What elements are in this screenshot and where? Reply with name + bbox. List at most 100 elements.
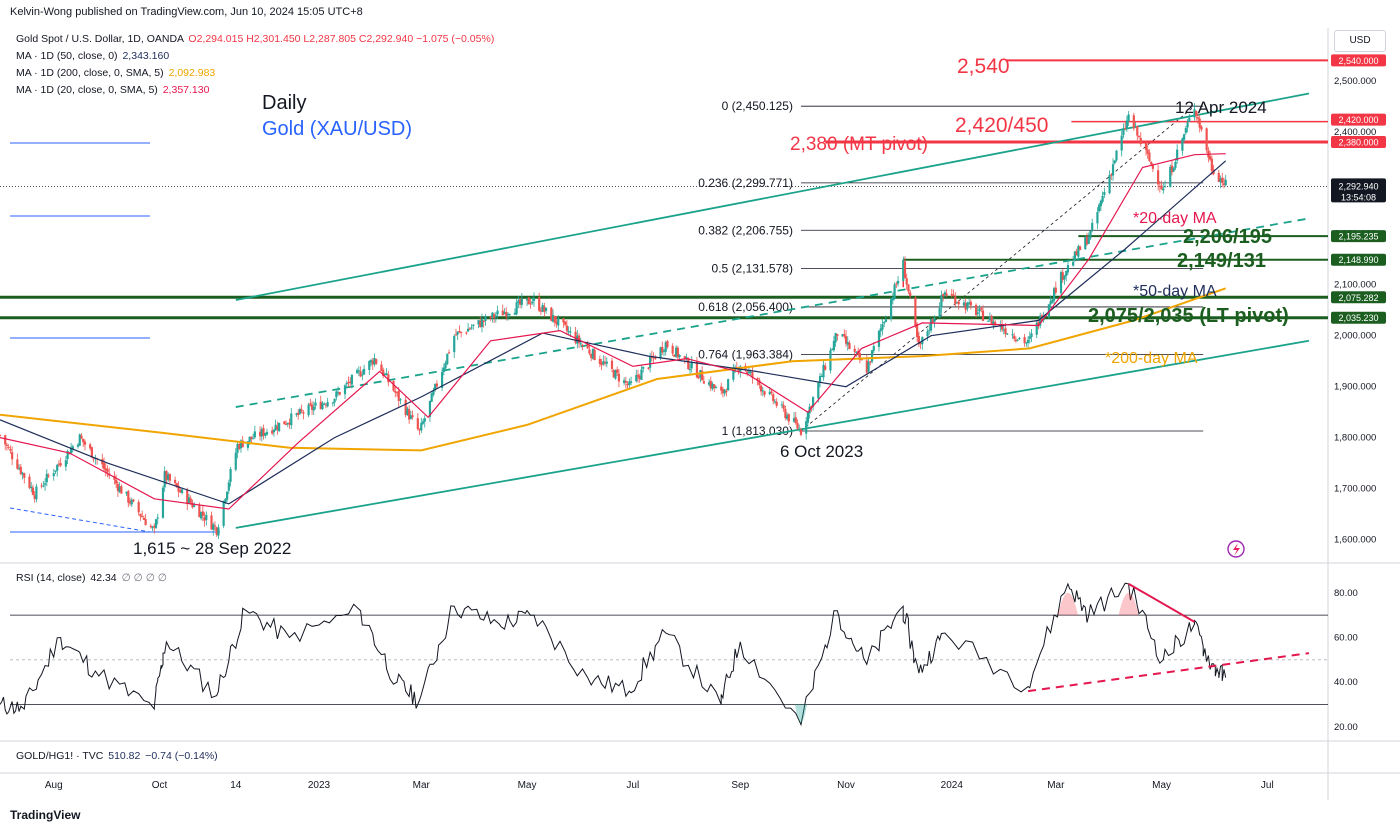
candle-body[interactable] (1134, 126, 1137, 128)
candle-body[interactable] (662, 350, 666, 352)
candle-body[interactable] (612, 370, 615, 378)
candle-body[interactable] (515, 302, 518, 315)
candle-body[interactable] (623, 380, 626, 384)
candle-body[interactable] (551, 314, 555, 322)
candle-body[interactable] (543, 306, 546, 312)
candle-body[interactable] (775, 401, 778, 406)
candle-body[interactable] (1037, 321, 1040, 327)
candle-body[interactable] (420, 422, 423, 431)
candle-body[interactable] (1006, 333, 1009, 335)
candle-body[interactable] (1063, 275, 1066, 280)
candle-body[interactable] (312, 406, 315, 411)
candle-body[interactable] (272, 430, 276, 433)
legend-rsi-row[interactable]: RSI (14, close) 42.34 ∅ ∅ ∅ ∅ (16, 572, 167, 584)
candle-body[interactable] (47, 475, 50, 477)
candle-body[interactable] (1108, 175, 1111, 194)
candle-body[interactable] (562, 318, 565, 323)
candle-body[interactable] (902, 260, 905, 281)
candle-body[interactable] (404, 399, 407, 416)
candle-body[interactable] (1016, 339, 1019, 341)
candle-body[interactable] (1221, 177, 1224, 183)
candle-body[interactable] (494, 315, 497, 317)
candle-body[interactable] (309, 403, 312, 406)
candle-body[interactable] (56, 464, 59, 471)
candle-body[interactable] (290, 413, 293, 426)
candle-body[interactable] (992, 321, 995, 326)
candle-body[interactable] (974, 304, 978, 315)
candle-body[interactable] (940, 295, 943, 308)
candle-body[interactable] (1200, 126, 1203, 130)
candle-body[interactable] (141, 516, 144, 518)
candle-body[interactable] (962, 302, 966, 306)
candle-body[interactable] (1085, 236, 1089, 245)
candle-body[interactable] (1002, 329, 1005, 331)
candle-body[interactable] (446, 353, 449, 364)
candle-body[interactable] (732, 369, 735, 380)
candle-body[interactable] (725, 391, 728, 393)
candle-body[interactable] (23, 473, 26, 478)
candle-body[interactable] (371, 360, 374, 365)
candle-body[interactable] (846, 342, 849, 345)
candle-body[interactable] (440, 372, 444, 388)
candle-body[interactable] (855, 352, 858, 354)
candle-body[interactable] (603, 361, 607, 364)
candle-body[interactable] (787, 414, 790, 422)
candle-body[interactable] (215, 527, 218, 535)
candle-body[interactable] (480, 319, 484, 328)
candle-body[interactable] (416, 418, 419, 429)
candle-body[interactable] (101, 459, 104, 465)
candle-body[interactable] (617, 373, 621, 382)
candle-body[interactable] (1120, 135, 1123, 151)
candle-body[interactable] (335, 391, 338, 398)
candle-body[interactable] (1183, 134, 1186, 140)
candle-body[interactable] (1103, 192, 1106, 195)
candle-body[interactable] (1170, 165, 1174, 173)
candle-body[interactable] (1195, 110, 1198, 116)
candle-body[interactable] (647, 367, 650, 369)
candle-body[interactable] (1113, 160, 1116, 164)
candle-body[interactable] (1013, 335, 1016, 339)
candle-body[interactable] (213, 525, 217, 527)
candle-body[interactable] (758, 379, 761, 385)
candle-body[interactable] (435, 383, 438, 387)
candle-body[interactable] (1025, 342, 1028, 344)
candle-body[interactable] (848, 342, 851, 349)
candle-body[interactable] (836, 334, 839, 336)
candle-body[interactable] (877, 330, 881, 347)
candle-body[interactable] (205, 514, 208, 520)
candle-body[interactable] (690, 361, 693, 369)
candle-body[interactable] (368, 361, 371, 370)
candle-body[interactable] (798, 428, 801, 430)
candle-body[interactable] (347, 382, 350, 384)
candle-body[interactable] (78, 434, 81, 446)
candle-body[interactable] (713, 384, 716, 389)
candle-body[interactable] (673, 354, 676, 357)
candle-body[interactable] (697, 376, 700, 379)
candle-body[interactable] (239, 440, 243, 449)
candle-body[interactable] (382, 369, 385, 376)
candle-body[interactable] (1139, 138, 1142, 145)
candle-body[interactable] (564, 321, 567, 325)
candle-body[interactable] (574, 331, 577, 343)
candle-body[interactable] (1111, 164, 1115, 176)
candle-body[interactable] (520, 298, 523, 305)
candle-body[interactable] (492, 314, 496, 318)
candle-body[interactable] (82, 438, 85, 443)
candle-body[interactable] (241, 440, 244, 448)
candle-body[interactable] (1098, 204, 1101, 212)
candle-body[interactable] (553, 315, 556, 323)
candle-body[interactable] (1065, 270, 1068, 276)
candle-body[interactable] (831, 349, 834, 351)
candle-body[interactable] (28, 476, 31, 488)
candle-body[interactable] (357, 370, 360, 372)
candle-body[interactable] (80, 435, 83, 439)
candle-body[interactable] (701, 370, 704, 381)
candle-body[interactable] (92, 458, 95, 460)
candle-body[interactable] (496, 310, 499, 315)
candle-body[interactable] (258, 431, 262, 437)
candle-body[interactable] (763, 391, 766, 395)
candle-body[interactable] (200, 512, 203, 519)
candle-body[interactable] (432, 390, 435, 395)
candle-body[interactable] (598, 358, 601, 364)
candle-body[interactable] (465, 332, 468, 334)
